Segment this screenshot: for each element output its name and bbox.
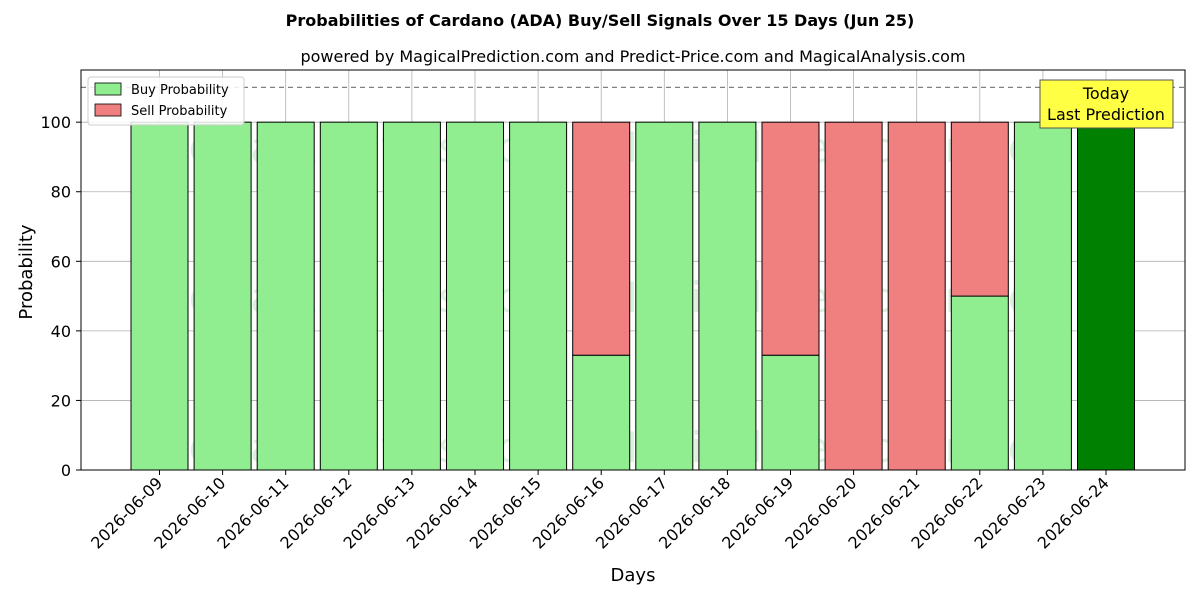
bar-buy bbox=[635, 121, 694, 471]
bar-buy bbox=[761, 354, 820, 471]
chart-title: Probabilities of Cardano (ADA) Buy/Sell … bbox=[286, 11, 915, 30]
bar-buy bbox=[509, 121, 568, 471]
bar-buy bbox=[193, 121, 252, 471]
bar-buy bbox=[1013, 121, 1072, 471]
y-tick-label: 40 bbox=[51, 322, 71, 341]
legend: Buy Probability Sell Probability bbox=[87, 76, 245, 126]
y-tick-label: 0 bbox=[61, 461, 71, 480]
y-tick-label: 60 bbox=[51, 252, 71, 271]
bar-sell bbox=[950, 121, 1009, 297]
y-axis-title: Probability bbox=[16, 224, 37, 319]
legend-swatch-buy bbox=[94, 82, 122, 96]
bar-sell bbox=[572, 121, 631, 356]
bar-buy bbox=[256, 121, 315, 471]
bar-buy bbox=[572, 354, 631, 471]
y-tick-label: 20 bbox=[51, 391, 71, 410]
legend-label-sell: Sell Probability bbox=[131, 104, 228, 119]
bar-buy bbox=[319, 121, 378, 471]
bar-layer bbox=[130, 121, 1135, 471]
bar-sell bbox=[887, 121, 946, 471]
x-axis-title: Days bbox=[611, 565, 656, 586]
y-tick-label: 100 bbox=[40, 113, 71, 132]
plot-frame bbox=[80, 69, 1186, 471]
legend-frame bbox=[87, 76, 245, 126]
bar-sell bbox=[824, 121, 883, 471]
legend-swatch-sell bbox=[94, 103, 122, 117]
bar-buy bbox=[382, 121, 441, 471]
y-tick-label: 80 bbox=[51, 183, 71, 202]
bar-buy bbox=[1077, 121, 1135, 471]
annotation-box bbox=[1039, 79, 1174, 129]
today-annotation: Today Last Prediction bbox=[1039, 79, 1174, 129]
legend-label-buy: Buy Probability bbox=[131, 83, 229, 98]
bar-buy bbox=[698, 121, 757, 471]
bar-buy bbox=[446, 121, 504, 471]
bar-buy bbox=[950, 295, 1009, 471]
annotation-line-1: Today bbox=[1082, 84, 1129, 103]
annotation-line-2: Last Prediction bbox=[1047, 105, 1165, 124]
chart-subtitle: powered by MagicalPrediction.com and Pre… bbox=[300, 47, 965, 66]
bar-sell bbox=[761, 121, 820, 356]
bar-buy bbox=[130, 121, 189, 471]
